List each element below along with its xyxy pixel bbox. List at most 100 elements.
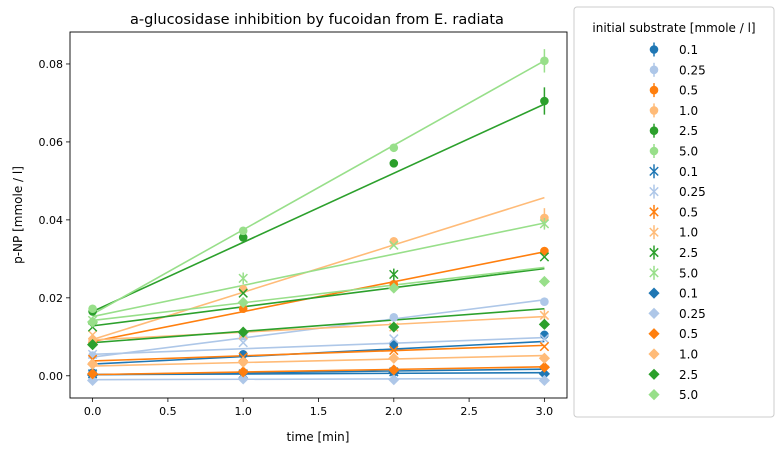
data-point [238,233,248,242]
x-tick-label: 2.5 [460,405,478,418]
fit-lines [92,60,545,381]
data-point [538,368,551,380]
data-point [539,252,550,262]
legend-label: 0.5 [679,205,698,219]
legend-label: 2.5 [679,124,698,138]
legend-marker [648,307,660,319]
x-tick-label: 3.0 [536,405,554,418]
fit-line [92,336,545,356]
data-point [88,304,97,314]
legend-label: 2.5 [679,368,698,382]
legend-title: initial substrate [mmole / l] [592,21,755,35]
legend-marker [649,268,659,278]
legend-label: 0.1 [679,43,698,57]
data-point [388,352,400,364]
data-point [237,326,249,338]
legend-label: 1.0 [679,348,698,362]
x-tick-label: 1.5 [310,405,328,418]
legend-marker [649,106,659,115]
legend-marker [649,146,659,156]
data-point [538,352,551,364]
legend: initial substrate [mmole / l] 0.1 0.25 0.5… [573,6,775,418]
data-point [86,374,99,387]
fit-line [92,222,545,318]
y-axis-ticks: 0.00 0.02 0.04 0.06 0.08 [39,58,70,383]
data-point [87,330,98,340]
legend-label: 5.0 [679,388,698,402]
data-point [539,219,550,229]
legend-marker [648,368,660,380]
legend-label: 0.25 [679,185,706,199]
fit-line [92,315,545,341]
legend-label: 1.0 [679,104,698,118]
data-point [238,304,248,314]
data-point [237,366,249,378]
data-point [237,296,249,309]
legend-label: 0.1 [679,165,698,179]
legend-label: 2.5 [679,246,698,260]
data-point [538,374,551,387]
data-point [86,316,99,328]
x-axis-label: time [min] [287,430,350,444]
data-point [540,246,549,256]
data-point [538,275,551,288]
y-tick-label: 0.00 [39,370,64,383]
legend-marker [649,45,659,54]
data-point [539,310,550,321]
data-point [238,288,248,298]
y-axis-label: p-NP [mmole / l] [11,166,25,264]
x-tick-label: 1.0 [234,405,252,418]
legend-marker [648,287,660,299]
legend-marker [649,126,659,135]
y-tick-label: 0.02 [39,292,64,305]
data-point [238,273,248,284]
x-tick-label: 2.0 [385,405,403,418]
data-point [238,226,248,236]
legend-marker [648,348,660,360]
legend-label: 0.5 [679,84,698,98]
legend-label: 0.25 [679,307,706,321]
data-point [540,297,549,307]
legend-label: 5.0 [679,266,698,280]
data-point [388,321,400,333]
data-point [389,345,399,356]
legend-marker [649,186,659,197]
fit-line [92,196,545,341]
data-point [388,374,400,386]
data-point [538,318,551,330]
legend-label: 0.5 [679,327,698,341]
legend-marker [649,85,659,95]
y-tick-label: 0.08 [39,58,64,71]
data-point [238,337,248,348]
legend-marker [648,328,660,340]
fit-line [92,103,545,313]
legend-marker [649,166,659,177]
legend-marker [649,247,659,258]
fit-line [92,344,545,362]
data-point [389,269,399,280]
data-point [238,350,248,359]
legend-marker [649,65,659,75]
data-point [237,356,249,368]
data-point [237,373,249,385]
data-point [389,313,399,322]
legend-items: 0.1 0.25 0.5 1.0 2.5 5.0 0.1 0.25 0.5 1.0 2.5 5.0 0.… [648,42,706,402]
fit-line [92,307,545,344]
fit-line [92,266,545,322]
data-point [389,159,399,168]
fit-line [92,377,545,381]
y-tick-label: 0.06 [39,136,64,149]
data-points [86,49,551,387]
data-point [538,361,551,373]
plot-frame [69,31,568,399]
legend-label: 0.25 [679,63,706,77]
plot-area [69,31,568,399]
legend-marker [648,389,660,401]
legend-frame [573,6,775,418]
data-point [389,334,399,344]
legend-marker [649,227,659,237]
data-point [540,56,549,66]
legend-label: 1.0 [679,226,698,240]
x-axis-ticks: 0.0 0.5 1.0 1.5 2.0 2.5 3.0 [84,398,553,418]
